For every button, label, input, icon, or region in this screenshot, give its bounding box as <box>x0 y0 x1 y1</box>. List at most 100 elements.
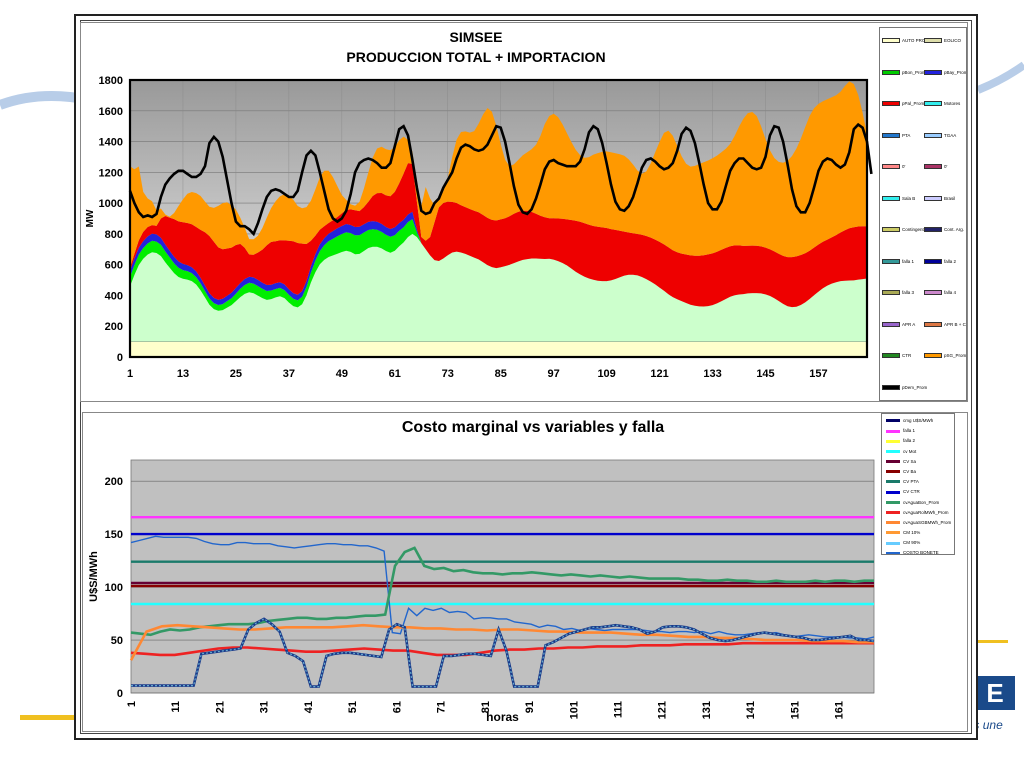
legend2-item: falla 2 <box>886 436 954 446</box>
legend2-item: CM 90% <box>886 538 954 548</box>
x-tick-label: 31 <box>259 701 271 713</box>
legend-swatch <box>886 500 900 504</box>
line-series-overlay <box>131 618 875 688</box>
legend1-label: EOLICO <box>944 38 962 43</box>
x-tick-label: 81 <box>480 701 492 713</box>
legend1-item: Sala B <box>882 196 915 202</box>
legend1-item: Motores <box>924 101 960 107</box>
y-axis-label: U$S/MWh <box>88 551 100 602</box>
legend2-label: CV Sa <box>903 458 917 464</box>
x-tick-label: 61 <box>391 701 403 713</box>
y-tick-label: 50 <box>111 635 123 647</box>
y-tick-label: 1600 <box>99 106 123 118</box>
x-tick-label: 121 <box>650 368 668 380</box>
x-tick-label: 49 <box>336 368 348 380</box>
x-tick-label: 61 <box>389 368 401 380</box>
legend2-item: falla 1 <box>886 426 954 436</box>
line-series-6 <box>130 535 875 640</box>
x-tick-label: 41 <box>303 701 315 713</box>
production-legend: AUTO PROD EOLICO pBon_Prom pBay_Prom pPal_Pr… <box>879 27 967 401</box>
legend1-label: Cont. Arg. <box>944 227 965 232</box>
y-tick-label: 0 <box>117 688 123 700</box>
x-tick-label: 51 <box>347 701 359 713</box>
y-tick-label: 150 <box>105 529 123 541</box>
legend1-item: TGAA <box>924 133 956 139</box>
legend-swatch <box>886 449 900 453</box>
legend1-item: 0' <box>924 164 947 170</box>
y-axis-label: MW <box>85 209 96 227</box>
x-tick-label: 85 <box>495 368 507 380</box>
y-tick-label: 400 <box>105 290 123 302</box>
legend2-label: falla 1 <box>903 428 916 434</box>
legend2-label: CM 10% <box>903 530 921 536</box>
x-tick-label: 71 <box>436 701 448 713</box>
legend-swatch <box>924 38 942 44</box>
plot-background <box>130 459 875 694</box>
background-yellow-line-right <box>978 640 1008 643</box>
x-axis-label: horas <box>486 710 519 724</box>
legend1-label: Brasil <box>944 195 956 201</box>
area-series-1 <box>130 233 867 342</box>
legend2-item: cvAguaBon_Prom <box>886 498 954 508</box>
y-tick-label: 1400 <box>99 137 123 149</box>
legend1-label: PTA <box>902 132 911 138</box>
production-chart-title: SIMSEE <box>449 29 503 45</box>
legend1-item: falla 2 <box>924 259 956 265</box>
x-tick-label: 101 <box>568 701 580 719</box>
legend1-item: 0' <box>882 164 905 170</box>
legend1-item: APR A <box>882 322 915 328</box>
legend-swatch <box>886 480 900 484</box>
legend-swatch <box>882 384 900 390</box>
legend-swatch <box>882 258 900 264</box>
x-tick-label: 97 <box>548 368 560 380</box>
legend1-label: APR A <box>902 321 916 327</box>
legend-swatch <box>924 290 942 296</box>
legend1-label: 0' <box>902 164 906 169</box>
legend1-label: pDem_Prom <box>902 384 928 390</box>
x-tick-label: 157 <box>809 368 827 380</box>
legend1-item: falla 4 <box>924 290 956 296</box>
y-tick-label: 100 <box>105 582 123 594</box>
legend-swatch <box>882 353 900 359</box>
area-series-5 <box>130 81 867 268</box>
legend2-item: cvAguaRolMWh_Prom <box>886 508 954 518</box>
legend1-item: Brasil <box>924 196 955 202</box>
legend-swatch <box>924 258 942 264</box>
marginal-cost-chart-panel: Costo marginal vs variables y falla 0 50 1… <box>82 412 968 732</box>
x-tick-label: 111 <box>612 701 624 718</box>
legend1-item: PTA <box>882 133 910 139</box>
legend-swatch <box>886 439 900 443</box>
legend-swatch <box>924 101 942 107</box>
area-series-0 <box>129 341 868 358</box>
y-tick-label: 1000 <box>99 198 123 210</box>
x-tick-label: 37 <box>283 368 295 380</box>
legend-swatch <box>886 531 900 535</box>
legend2-item: cmg U$S/MWh <box>886 416 954 426</box>
legend-swatch <box>886 460 900 464</box>
y-tick-label: 1200 <box>99 167 123 179</box>
background-yellow-line-left <box>20 715 76 720</box>
line-series-8 <box>130 641 874 657</box>
y-tick-label: 200 <box>105 321 123 333</box>
legend1-label: CTR <box>902 353 912 358</box>
x-tick-label: 11 <box>170 701 182 713</box>
legend-swatch <box>882 101 900 107</box>
legend1-item: Contingente <box>882 227 926 233</box>
legend-swatch <box>882 69 900 75</box>
legend-swatch <box>886 470 900 474</box>
y-tick-label: 1800 <box>99 75 123 87</box>
legend2-label: cvAguaSGBMWh_Prom <box>903 519 952 525</box>
x-tick-label: 25 <box>230 368 242 380</box>
legend1-item: falla 1 <box>882 259 914 265</box>
x-tick-label: 141 <box>745 701 757 719</box>
demand-line <box>128 122 873 237</box>
legend1-label: falla 4 <box>944 290 957 295</box>
legend2-item: CV PTA <box>886 477 954 487</box>
production-chart-panel: SIMSEE PRODUCCION TOTAL + IMPORTACION 0 2… <box>80 22 968 402</box>
legend1-label: Contingente <box>902 227 927 232</box>
x-tick-label: 131 <box>701 701 713 719</box>
legend-swatch <box>882 164 900 170</box>
legend2-item: cv Mot <box>886 447 954 457</box>
legend1-item: CTR <box>882 353 911 359</box>
